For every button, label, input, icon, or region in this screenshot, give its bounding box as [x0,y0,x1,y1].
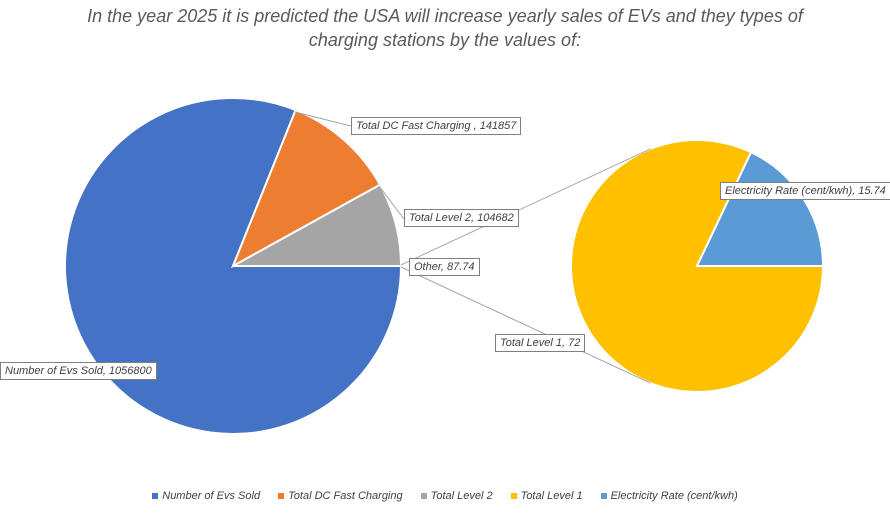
chart-legend: Number of Evs Sold Total DC Fast Charging… [0,490,890,502]
legend-swatch [420,493,427,499]
data-label-total-level-2: Total Level 2, 104682 [404,209,519,227]
secondary-slice-total-level-1 [570,139,825,393]
legend-label: Total Level 1 [520,490,583,502]
connector-line-top [400,148,651,266]
pie-slice-total-dc-fast-charging [231,108,382,269]
legend-swatch [278,493,285,499]
pie-slice-number-of-evs-sold [64,96,403,435]
data-label-electricity-rate: Electricity Rate (cent/kwh), 15.74 [720,182,890,200]
connector-line-bottom [400,266,651,384]
legend-item-total-dc-fast-charging: Total DC Fast Charging [278,490,403,502]
chart-title-line-1: In the year 2025 it is predicted the USA… [87,6,803,26]
chart-title: In the year 2025 it is predicted the USA… [0,4,890,52]
legend-label: Total Level 2 [430,490,493,502]
legend-swatch [510,493,517,499]
pie-slice-total-level-2 [232,183,403,267]
legend-label: Total DC Fast Charging [288,490,403,502]
data-label-total-dc-fast-charging: Total DC Fast Charging , 141857 [351,117,522,135]
legend-label: Number of Evs Sold [162,490,261,502]
leader-line-level-2 [378,185,405,220]
leader-line-dc-fast [294,111,352,127]
legend-item-electricity-rate-cent-kwh: Electricity Rate (cent/kwh) [600,490,738,502]
legend-item-total-level-2: Total Level 2 [420,490,493,502]
data-label-number-of-evs-sold: Number of Evs Sold, 1056800 [0,362,157,380]
data-label-total-level-1: Total Level 1, 72 [495,334,586,352]
legend-label: Electricity Rate (cent/kwh) [610,490,738,502]
legend-swatch [600,493,607,499]
legend-item-total-level-1: Total Level 1 [510,490,583,502]
chart-title-line-2: charging stations by the values of: [308,30,582,50]
legend-swatch [152,493,159,499]
data-label-other: Other, 87.74 [409,258,480,276]
legend-item-number-of-evs-sold: Number of Evs Sold [152,490,260,502]
